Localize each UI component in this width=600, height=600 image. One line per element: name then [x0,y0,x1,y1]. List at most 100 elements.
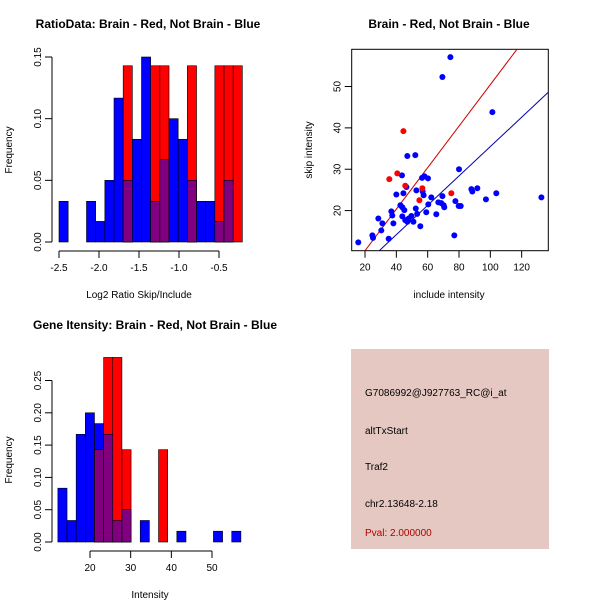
not-brain-bar [168,118,179,243]
x-tick-label: -1.5 [130,263,148,274]
intensity-histogram-title: Gene Itensity: Brain - Red, Not Brain - … [33,318,277,332]
not-brain-point [375,215,382,222]
overlap-bar [94,449,104,543]
brain-point [419,185,426,192]
x-tick-label: 80 [453,263,465,274]
x-tick-label: 40 [166,563,178,574]
not-brain-point [408,212,415,219]
y-tick-label: 30 [333,163,344,175]
brain-point [416,197,423,204]
not-brain-point [370,234,377,241]
not-brain-point [400,190,407,197]
not-brain-point [447,54,454,61]
not-brain-point [420,192,427,199]
not-brain-point [413,187,420,194]
not-brain-point [457,203,464,210]
y-tick-label: 0.20 [33,403,44,423]
not-brain-point [404,218,411,225]
scatter-ylabel: skip intensity [304,121,315,178]
ratio-histogram: RatioData: Brain - Red, Not Brain - Blue… [4,17,261,301]
gene-name: Traf2 [365,462,388,473]
not-brain-bar [205,201,216,243]
not-brain-bar [75,434,86,543]
overlap-bar [187,180,197,243]
not-brain-bar [85,412,95,543]
brain-point [400,128,407,135]
brain-point [394,170,401,177]
not-brain-bar [139,520,150,543]
y-tick-label: 20 [333,205,344,217]
y-tick-label: 0.05 [33,500,44,520]
y-tick-label: 0.25 [33,370,44,390]
not-brain-point [404,152,411,159]
not-brain-point [425,201,432,208]
not-brain-point [393,191,400,198]
not-brain-bar [213,530,223,543]
brain-bar [214,65,225,243]
not-brain-bar [132,138,142,243]
x-tick-label: -2.5 [50,263,68,274]
brain-point [386,176,393,183]
brain-point [448,190,455,197]
ratio-histogram-xlabel: Log2 Ratio Skip/Include [86,290,192,301]
not-brain-bar [95,221,106,243]
x-tick-label: -2.0 [90,263,108,274]
scatter-title: Brain - Red, Not Brain - Blue [368,17,530,31]
intensity-histogram: Gene Itensity: Brain - Red, Not Brain - … [4,318,277,600]
not-brain-point [469,188,476,195]
not-brain-point [378,227,385,234]
not-brain-point [389,212,396,219]
intensity-histogram-ylabel: Frequency [4,436,15,483]
not-brain-point [417,223,424,230]
not-brain-point [451,232,458,239]
not-brain-bar [104,180,115,243]
not-brain-point [441,204,448,211]
intensity-scatter: Brain - Red, Not Brain - Blue 20 40 60 80 10… [304,17,549,301]
not-brain-bar [196,201,206,243]
overlap-bar [159,159,170,243]
not-brain-point [433,211,440,218]
info-panel: G7086992@J927763_RC@i_at altTxStart Traf… [351,349,549,549]
intensity-histogram-xlabel: Intensity [131,590,168,600]
not-brain-point [452,198,459,205]
not-brain-bar [176,530,187,543]
not-brain-point [493,190,500,197]
not-brain-bar [58,201,69,243]
not-brain-point [412,152,419,159]
overlap-bar [150,201,161,243]
y-tick-label: 50 [333,81,344,93]
brain-bar [158,449,168,543]
brain-point [402,182,409,189]
x-tick-label: 20 [84,563,96,574]
not-brain-point [401,207,408,214]
not-brain-bar [86,201,96,243]
not-brain-point [410,218,417,225]
y-tick-label: 0.10 [33,109,44,129]
ratio-histogram-ylabel: Frequency [4,126,15,173]
x-tick-label: 100 [482,263,499,274]
overlap-bar [122,180,133,243]
y-tick-label: 0.15 [33,47,44,67]
not-brain-point [412,205,419,212]
y-tick-label: 0.00 [33,532,44,552]
not-brain-point [379,220,386,227]
not-brain-bar [141,56,151,243]
overlap-bar [121,509,132,543]
x-tick-label: 120 [513,263,530,274]
not-brain-point [414,210,421,217]
not-brain-point [398,172,405,179]
ratio-histogram-title: RatioData: Brain - Red, Not Brain - Blue [36,17,261,31]
not-brain-point [439,193,446,200]
pval-text: Pval: 2.000000 [365,528,432,539]
brain-bar [112,357,123,543]
y-tick-label: 0.00 [33,232,44,252]
not-brain-point [424,175,431,182]
not-brain-bar [66,520,77,543]
x-tick-label: 60 [422,263,434,274]
x-tick-label: 30 [125,563,137,574]
not-brain-point [489,109,496,116]
x-tick-label: 50 [206,563,218,574]
y-tick-label: 40 [333,122,344,134]
scatter-xlabel: include intensity [413,290,484,301]
overlap-bar [112,520,123,543]
